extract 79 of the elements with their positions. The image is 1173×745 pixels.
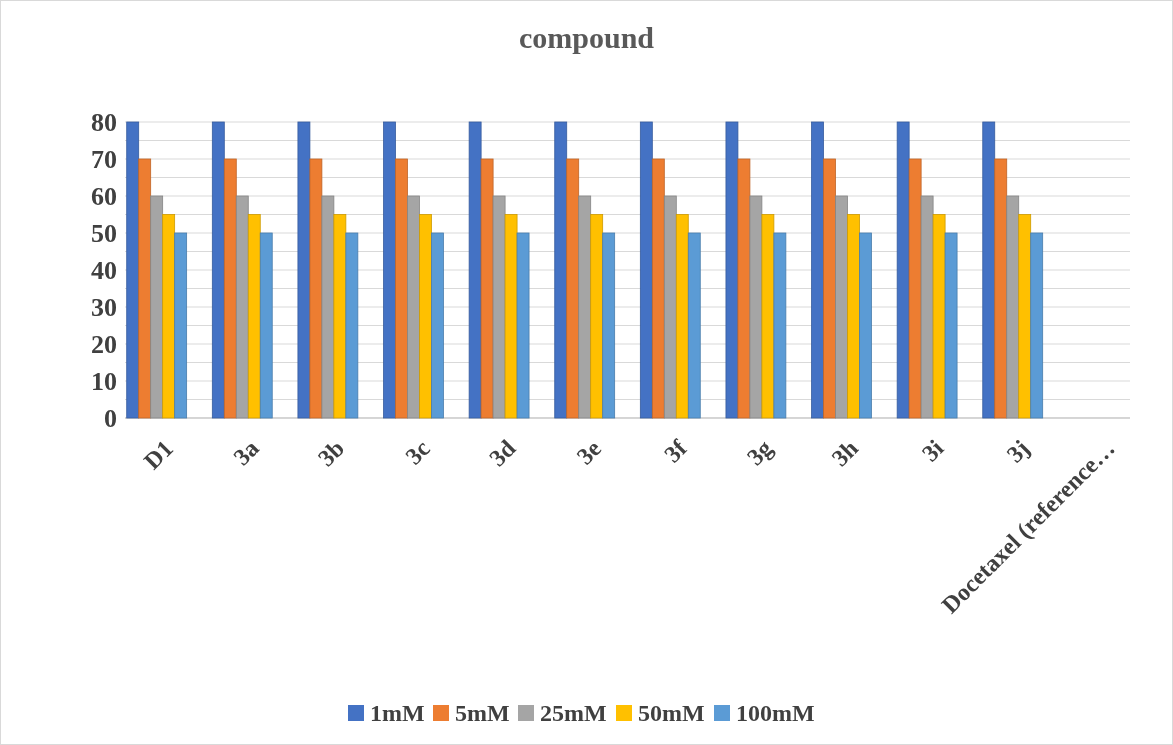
x-tick-label: 3e [571,434,607,470]
y-tick-label: 60 [91,182,117,212]
bar [259,232,273,419]
bar [761,214,775,419]
bar [749,195,763,419]
bar [687,232,701,419]
bar [223,158,237,419]
bar [590,214,604,419]
legend-label: 5mM [455,700,510,727]
bar [211,121,225,419]
bar [663,195,677,419]
y-tick-label: 20 [91,330,117,360]
bar [737,158,751,419]
x-tick-label: 3a [228,435,264,471]
bar [235,195,249,419]
bar [395,158,408,419]
x-tick-label: 3h [826,435,863,472]
bar [944,232,958,419]
bar [932,214,946,419]
bar [309,158,323,419]
bar [811,121,824,419]
bar [639,121,653,419]
bar [554,121,568,419]
y-tick-label: 50 [91,219,117,249]
y-tick-label: 30 [91,293,117,323]
bar [1030,232,1044,419]
x-tick-label: 3d [484,434,521,472]
legend-label: 25mM [540,700,607,727]
chart-title: compound [518,21,655,54]
bar [578,195,592,419]
bar [480,158,494,419]
bar [602,232,616,419]
x-tick-label: 3c [400,434,436,470]
bar [859,232,872,419]
bar [1018,214,1032,419]
bar [468,121,482,419]
bar [835,195,848,419]
bar [321,195,335,419]
x-tick-label: 3g [741,435,778,471]
legend-label: 100mM [736,700,815,727]
bar [1006,195,1020,419]
y-tick-label: 40 [91,256,117,286]
legend-label: 1mM [370,700,425,727]
bar [982,121,996,419]
bar [908,158,922,419]
x-tick-label: 3f [659,434,693,468]
y-tick-label: 70 [91,145,117,175]
bar [566,158,580,419]
bar [725,121,739,419]
bar [994,158,1008,419]
bar [126,121,140,419]
bar [516,232,530,419]
bar [675,214,689,419]
bar [492,195,506,419]
y-tick-label: 0 [104,404,117,434]
y-tick-label: 80 [91,108,117,138]
bar [333,214,347,419]
legend-label: 50mM [638,700,705,727]
bar [247,214,261,419]
y-tick-label: 10 [91,367,117,397]
bar [383,121,396,419]
bar [651,158,665,419]
bar [419,214,432,419]
bar [823,158,836,419]
bar [345,232,359,419]
x-tick-label: D1 [138,435,179,475]
bar [138,158,152,419]
bar [407,195,420,419]
bar [174,232,188,419]
bar [504,214,518,419]
bar [162,214,176,419]
bar [297,121,311,419]
x-tick-label: 3i [916,434,949,467]
x-tick-label: 3b [312,435,350,472]
bar [431,232,444,419]
bar [920,195,934,419]
bar [150,195,164,419]
bar [847,214,860,419]
bar [773,232,787,419]
